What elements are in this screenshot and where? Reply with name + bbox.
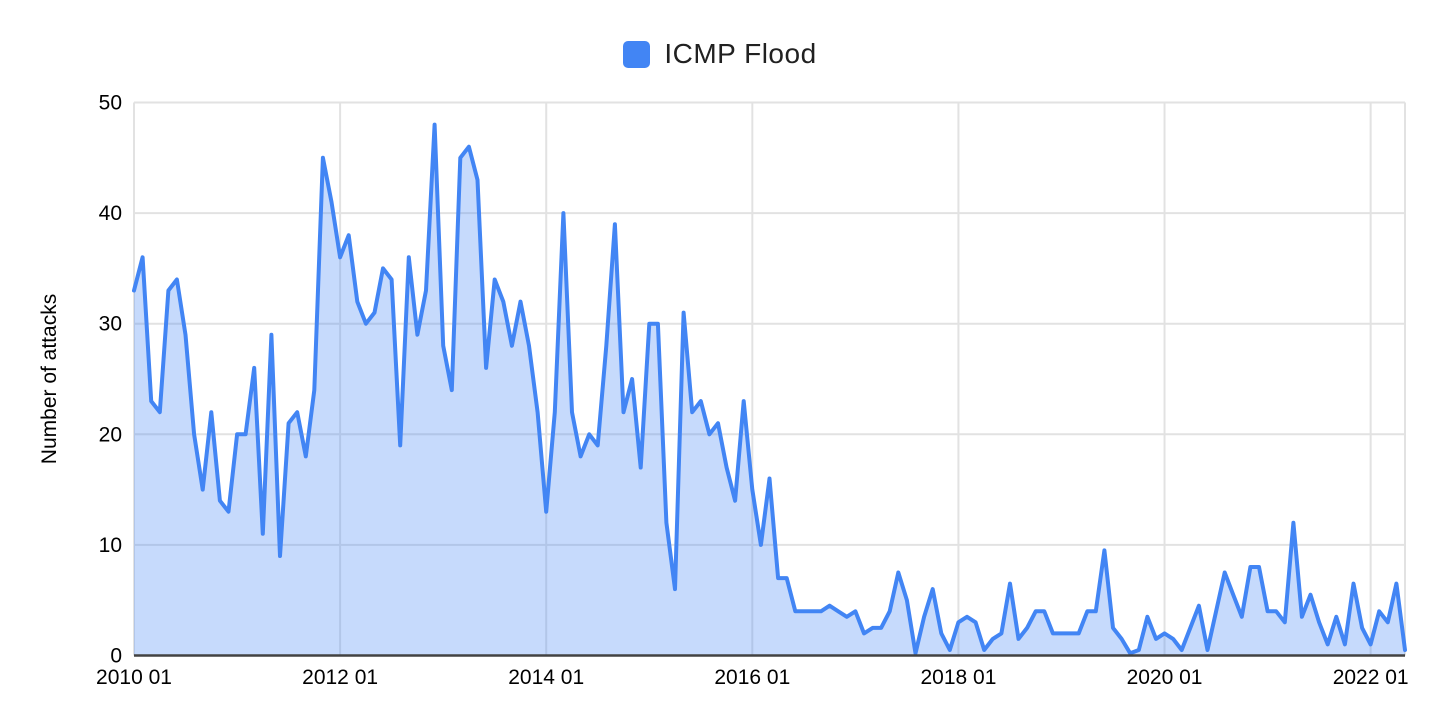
y-tick-label: 40 [99,202,122,225]
x-tick-label: 2014 01 [508,666,584,689]
y-tick-label: 0 [110,645,122,668]
y-tick-label: 50 [99,92,122,115]
y-tick-label: 10 [99,534,122,557]
legend: ICMP Flood [0,38,1440,70]
x-tick-label: 2018 01 [920,666,996,689]
x-tick-label: 2010 01 [96,666,172,689]
legend-swatch-icon [623,40,651,68]
y-tick-label: 30 [99,313,122,336]
y-tick-label: 20 [99,423,122,446]
x-tick-label: 2016 01 [714,666,790,689]
series-line [132,122,1407,656]
x-tick-label: 2022 01 [1333,666,1409,689]
x-tick-label: 2020 01 [1127,666,1203,689]
x-tick-label: 2012 01 [302,666,378,689]
legend-series-label: ICMP Flood [664,38,817,69]
y-axis-title: Number of attacks [38,294,61,464]
series-area-fill [134,124,1405,656]
